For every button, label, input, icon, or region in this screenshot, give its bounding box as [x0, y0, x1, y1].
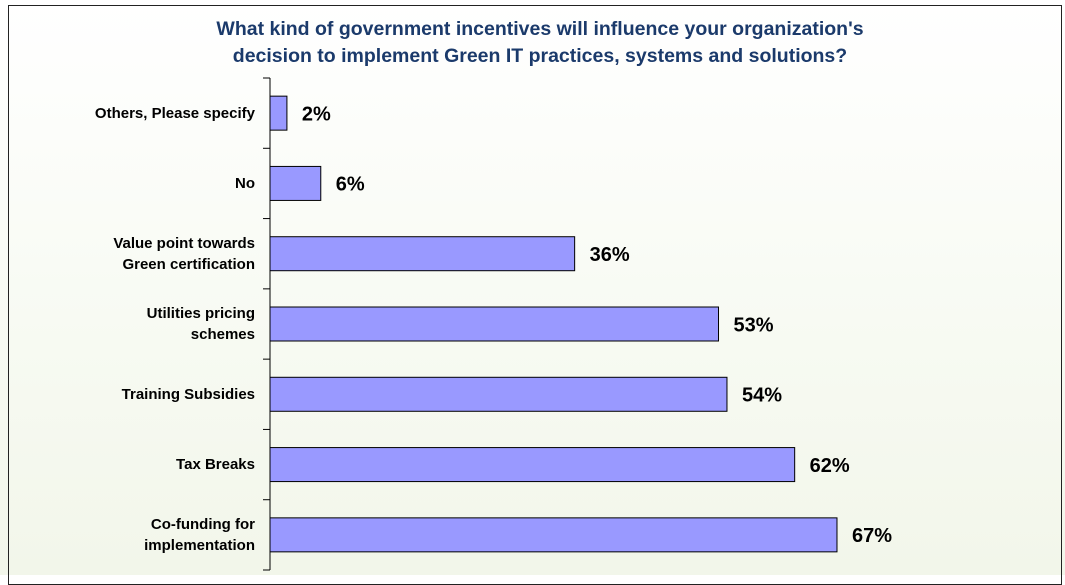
category-label: Training Subsidies [121, 385, 255, 403]
category-label: Others, Please specify [94, 104, 255, 122]
value-label: 6% [336, 174, 365, 196]
bar [269, 236, 576, 272]
value-label: 2% [302, 103, 331, 125]
bar [269, 95, 288, 131]
bar [269, 165, 322, 201]
chart-title: What kind of government incentives will … [216, 18, 864, 67]
category-label: Value point towards Green certification [113, 234, 255, 273]
bar [269, 306, 720, 342]
value-label: 62% [810, 455, 850, 477]
value-label: 67% [852, 525, 892, 547]
category-label: No [235, 174, 255, 192]
value-label: 36% [590, 244, 630, 266]
bar [269, 517, 838, 553]
bar [269, 376, 728, 412]
category-label: Co-funding for implementation [144, 515, 255, 554]
category-label: Tax Breaks [176, 456, 255, 474]
category-label: Utilities pricing schemes [146, 305, 255, 343]
bar [269, 447, 796, 483]
value-label: 53% [734, 314, 774, 336]
value-label: 54% [742, 385, 782, 407]
